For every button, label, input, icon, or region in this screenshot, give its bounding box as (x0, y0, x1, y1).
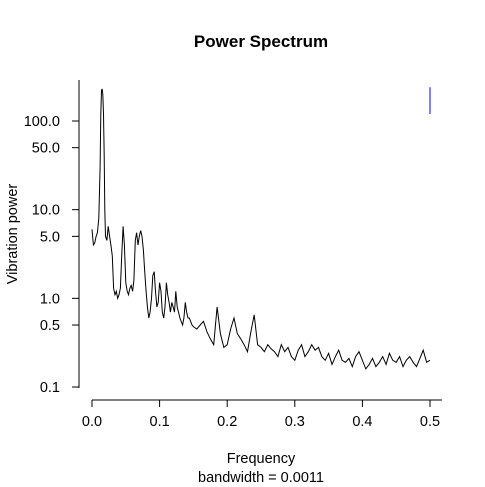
x-axis-sublabel: bandwidth = 0.0011 (198, 470, 324, 486)
x-tick-label: 0.2 (217, 414, 237, 430)
y-tick-label: 5.0 (40, 229, 60, 245)
x-tick-label: 0.0 (82, 414, 102, 430)
x-axis-label: Frequency (227, 451, 296, 467)
x-tick-label: 0.3 (285, 414, 305, 430)
y-tick-label: 100.0 (24, 114, 60, 130)
y-tick-label: 0.1 (40, 380, 60, 396)
x-axis-ticks: 0.0 0.1 0.2 0.3 0.4 0.5 (82, 400, 440, 430)
y-axis-label: Vibration power (5, 184, 21, 285)
y-axis-ticks: 0.1 0.5 1.0 5.0 10.0 50.0 100.0 (24, 114, 79, 396)
x-tick-label: 0.5 (420, 414, 440, 430)
x-tick-label: 0.4 (352, 414, 372, 430)
x-tick-label: 0.1 (150, 414, 170, 430)
y-tick-label: 50.0 (32, 141, 60, 157)
y-tick-label: 0.5 (40, 318, 60, 334)
chart-title: Power Spectrum (194, 32, 328, 51)
y-tick-label: 1.0 (40, 291, 60, 307)
y-tick-label: 10.0 (32, 203, 60, 219)
series-line (91, 88, 431, 370)
